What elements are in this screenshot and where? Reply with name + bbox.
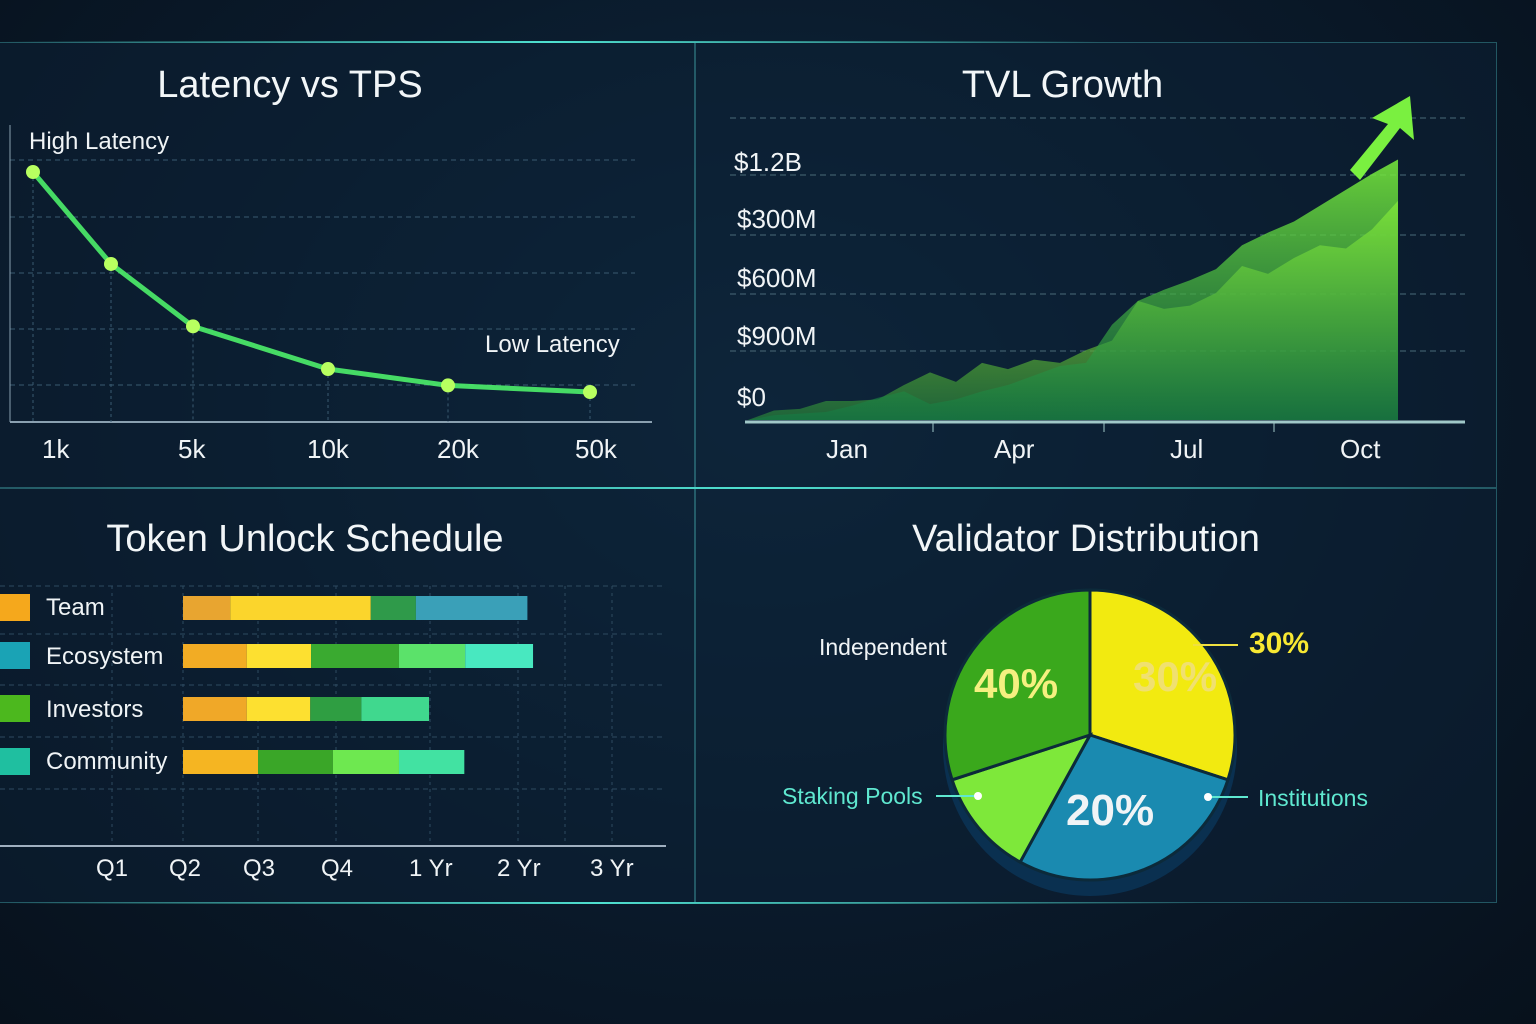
legend-swatch (0, 642, 30, 669)
bar-segment (183, 697, 247, 721)
x-tick: 1k (42, 434, 70, 464)
annotation-high-latency: High Latency (29, 128, 170, 155)
leader-dot (1204, 793, 1212, 801)
latency-title: Latency vs TPS (157, 64, 423, 106)
bar-segment (183, 596, 231, 620)
x-tick: Q2 (169, 855, 202, 882)
x-tick: 3 Yr (590, 855, 634, 882)
y-tick: $300M (737, 204, 817, 234)
legend-ecosystem: Ecosystem (46, 643, 164, 670)
x-tick: Jul (1170, 434, 1204, 464)
x-tick: 5k (178, 434, 206, 464)
x-tick: 20k (437, 434, 479, 464)
bar-segment (246, 644, 312, 668)
legend-swatch (0, 695, 30, 722)
data-point (321, 362, 335, 377)
callout-30: 30% (1249, 627, 1310, 660)
data-point (26, 165, 40, 179)
bar-segment (370, 596, 416, 620)
bar-segment (465, 644, 534, 668)
legend-investors: Investors (46, 696, 144, 723)
legend-team: Team (46, 594, 105, 621)
pie-slice (1088, 588, 1237, 782)
bar-segment (398, 750, 465, 774)
token-panel (0, 488, 695, 903)
bar-segment (332, 750, 399, 774)
data-point (104, 256, 118, 271)
slice-label-20: 20% (1066, 786, 1155, 835)
tvl-title: TVL Growth (961, 64, 1164, 106)
legend-swatch (0, 594, 30, 621)
x-tick: 10k (307, 434, 349, 464)
legend-community: Community (46, 748, 168, 775)
slice-label-40: 40% (974, 660, 1059, 707)
legend-swatch (0, 748, 30, 775)
tvl-area-base (748, 159, 1398, 420)
data-point (583, 385, 597, 399)
x-tick: 2 Yr (497, 855, 541, 882)
token-title: Token Unlock Schedule (106, 518, 504, 560)
y-tick: $600M (737, 263, 817, 293)
pie-slice (950, 732, 1094, 865)
slice-label-30: 30% (1133, 653, 1218, 700)
x-tick: Oct (1340, 434, 1381, 464)
trend-arrow-icon (1350, 96, 1414, 180)
x-tick: Q1 (96, 855, 129, 882)
bar-segment (183, 644, 247, 668)
x-tick: Q3 (243, 855, 276, 882)
leader-dot (974, 792, 982, 800)
x-tick: 50k (575, 434, 617, 464)
callout-independent: Independent (819, 634, 947, 660)
bar-segment (361, 697, 430, 721)
annotation-low-latency: Low Latency (485, 331, 620, 358)
bar-segment (183, 750, 258, 774)
x-tick: Jan (826, 434, 868, 464)
x-tick: 1 Yr (409, 855, 453, 882)
bar-segment (246, 697, 311, 721)
x-tick: Apr (994, 434, 1035, 464)
bar-segment (310, 697, 362, 721)
latency-line (31, 170, 591, 395)
x-tick: Q4 (321, 855, 354, 882)
bar-segment (258, 750, 333, 774)
bar-segment (398, 644, 466, 668)
bar-segment (230, 596, 371, 620)
data-point (186, 319, 200, 334)
y-tick: $0 (737, 382, 766, 412)
validator-title: Validator Distribution (912, 518, 1260, 560)
callout-staking-pools: Staking Pools (782, 783, 923, 809)
y-tick: $1.2B (734, 147, 802, 177)
pie-slice (943, 588, 1092, 782)
y-tick: $900M (737, 321, 817, 351)
callout-institutions: Institutions (1258, 785, 1368, 811)
bar-segment (415, 596, 528, 620)
pie-slice (1018, 733, 1230, 882)
bar-segment (311, 644, 399, 668)
data-point (441, 378, 455, 393)
